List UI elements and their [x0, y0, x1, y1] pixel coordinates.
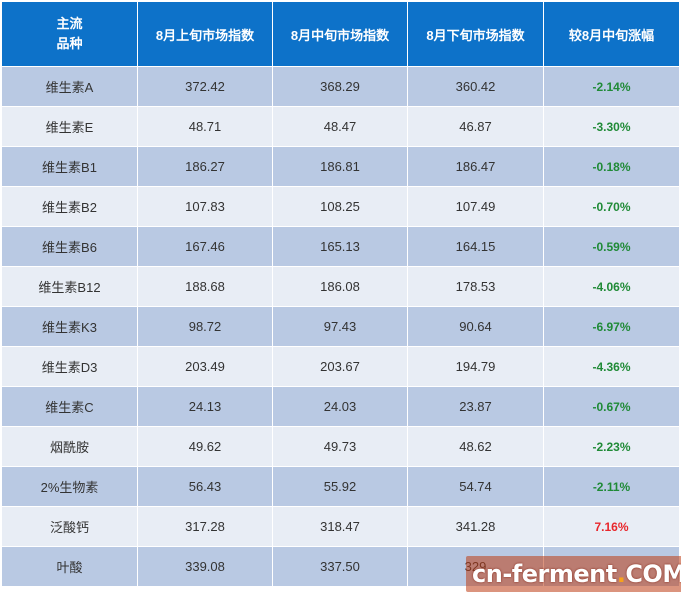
header-variety-line2: 品种 [56, 36, 83, 51]
cell-variety: 维生素B6 [1, 226, 138, 267]
cell-variety: 维生素D3 [1, 346, 138, 387]
cell-mid-august: 97.43 [272, 306, 408, 347]
cell-mid-august: 186.08 [272, 266, 408, 307]
cell-change: -0.59% [543, 226, 680, 267]
cell-change: -2.23% [543, 426, 680, 467]
header-change: 较8月中旬涨幅 [543, 1, 680, 67]
cell-change: -4.06% [543, 266, 680, 307]
table-row: 维生素B12 188.68 186.08 178.53 -4.06% [1, 266, 680, 307]
cell-late-august: 341.28 [407, 506, 544, 547]
cell-change: -2.14% [543, 66, 680, 107]
cell-change: -4.36% [543, 346, 680, 387]
cell-mid-august: 48.47 [272, 106, 408, 147]
cell-early-august: 107.83 [137, 186, 273, 227]
cell-variety: 维生素E [1, 106, 138, 147]
watermark-part3: COM [625, 560, 681, 588]
cell-early-august: 56.43 [137, 466, 273, 507]
cell-early-august: 49.62 [137, 426, 273, 467]
cell-late-august: 107.49 [407, 186, 544, 227]
table-header: 主流 品种 8月上旬市场指数 8月中旬市场指数 8月下旬市场指数 较8月中旬涨幅 [1, 1, 680, 67]
cell-change: 7.16% [543, 506, 680, 547]
header-row: 主流 品种 8月上旬市场指数 8月中旬市场指数 8月下旬市场指数 较8月中旬涨幅 [1, 1, 680, 67]
header-variety: 主流 品种 [1, 1, 138, 67]
cell-early-august: 98.72 [137, 306, 273, 347]
cell-late-august: 194.79 [407, 346, 544, 387]
table-row: 维生素C 24.13 24.03 23.87 -0.67% [1, 386, 680, 427]
cell-variety: 泛酸钙 [1, 506, 138, 547]
table-row: 维生素D3 203.49 203.67 194.79 -4.36% [1, 346, 680, 387]
table-row: 2%生物素 56.43 55.92 54.74 -2.11% [1, 466, 680, 507]
table-row: 烟酰胺 49.62 49.73 48.62 -2.23% [1, 426, 680, 467]
watermark-part1: cn [472, 560, 503, 588]
cell-late-august: 360.42 [407, 66, 544, 107]
cell-early-august: 48.71 [137, 106, 273, 147]
table-row: 维生素B1 186.27 186.81 186.47 -0.18% [1, 146, 680, 187]
header-early-august: 8月上旬市场指数 [137, 1, 273, 67]
cell-early-august: 339.08 [137, 546, 273, 587]
table-row: 泛酸钙 317.28 318.47 341.28 7.16% [1, 506, 680, 547]
cell-variety: 维生素B2 [1, 186, 138, 227]
cell-variety: 维生素B1 [1, 146, 138, 187]
cell-late-august: 23.87 [407, 386, 544, 427]
table-row: 维生素K3 98.72 97.43 90.64 -6.97% [1, 306, 680, 347]
header-variety-line1: 主流 [56, 16, 83, 31]
cell-mid-august: 203.67 [272, 346, 408, 387]
cn-ferment-watermark-logo: cn - ferment. COM [466, 556, 681, 592]
cell-late-august: 164.15 [407, 226, 544, 267]
cell-mid-august: 49.73 [272, 426, 408, 467]
cell-variety: 2%生物素 [1, 466, 138, 507]
cell-mid-august: 55.92 [272, 466, 408, 507]
cell-variety: 烟酰胺 [1, 426, 138, 467]
cell-change: -0.18% [543, 146, 680, 187]
cell-early-august: 24.13 [137, 386, 273, 427]
cell-change: -0.67% [543, 386, 680, 427]
cell-mid-august: 186.81 [272, 146, 408, 187]
header-mid-august: 8月中旬市场指数 [272, 1, 408, 67]
cell-late-august: 48.62 [407, 426, 544, 467]
cell-early-august: 372.42 [137, 66, 273, 107]
cell-late-august: 178.53 [407, 266, 544, 307]
cell-mid-august: 108.25 [272, 186, 408, 227]
table-row: 维生素A 372.42 368.29 360.42 -2.14% [1, 66, 680, 107]
table-row: 维生素E 48.71 48.47 46.87 -3.30% [1, 106, 680, 147]
cell-late-august: 186.47 [407, 146, 544, 187]
cell-variety: 维生素A [1, 66, 138, 107]
cell-early-august: 317.28 [137, 506, 273, 547]
cell-change: -2.11% [543, 466, 680, 507]
cell-mid-august: 368.29 [272, 66, 408, 107]
cell-mid-august: 165.13 [272, 226, 408, 267]
cell-early-august: 167.46 [137, 226, 273, 267]
cell-early-august: 186.27 [137, 146, 273, 187]
table-row: 维生素B6 167.46 165.13 164.15 -0.59% [1, 226, 680, 267]
cell-variety: 维生素B12 [1, 266, 138, 307]
header-late-august: 8月下旬市场指数 [407, 1, 544, 67]
cell-change: -3.30% [543, 106, 680, 147]
watermark-dot: . [616, 560, 626, 588]
cell-mid-august: 24.03 [272, 386, 408, 427]
cell-mid-august: 318.47 [272, 506, 408, 547]
cell-mid-august: 337.50 [272, 546, 408, 587]
watermark-part2: ferment [511, 560, 617, 588]
cell-late-august: 90.64 [407, 306, 544, 347]
watermark-sep: - [502, 560, 512, 588]
cell-variety: 维生素K3 [1, 306, 138, 347]
cell-late-august: 46.87 [407, 106, 544, 147]
cell-change: -0.70% [543, 186, 680, 227]
cell-change: -6.97% [543, 306, 680, 347]
cell-variety: 维生素C [1, 386, 138, 427]
cell-late-august: 54.74 [407, 466, 544, 507]
cell-early-august: 188.68 [137, 266, 273, 307]
table-row: 维生素B2 107.83 108.25 107.49 -0.70% [1, 186, 680, 227]
cell-variety: 叶酸 [1, 546, 138, 587]
cell-early-august: 203.49 [137, 346, 273, 387]
table-body: 维生素A 372.42 368.29 360.42 -2.14% 维生素E 48.71 48.… [1, 66, 680, 587]
